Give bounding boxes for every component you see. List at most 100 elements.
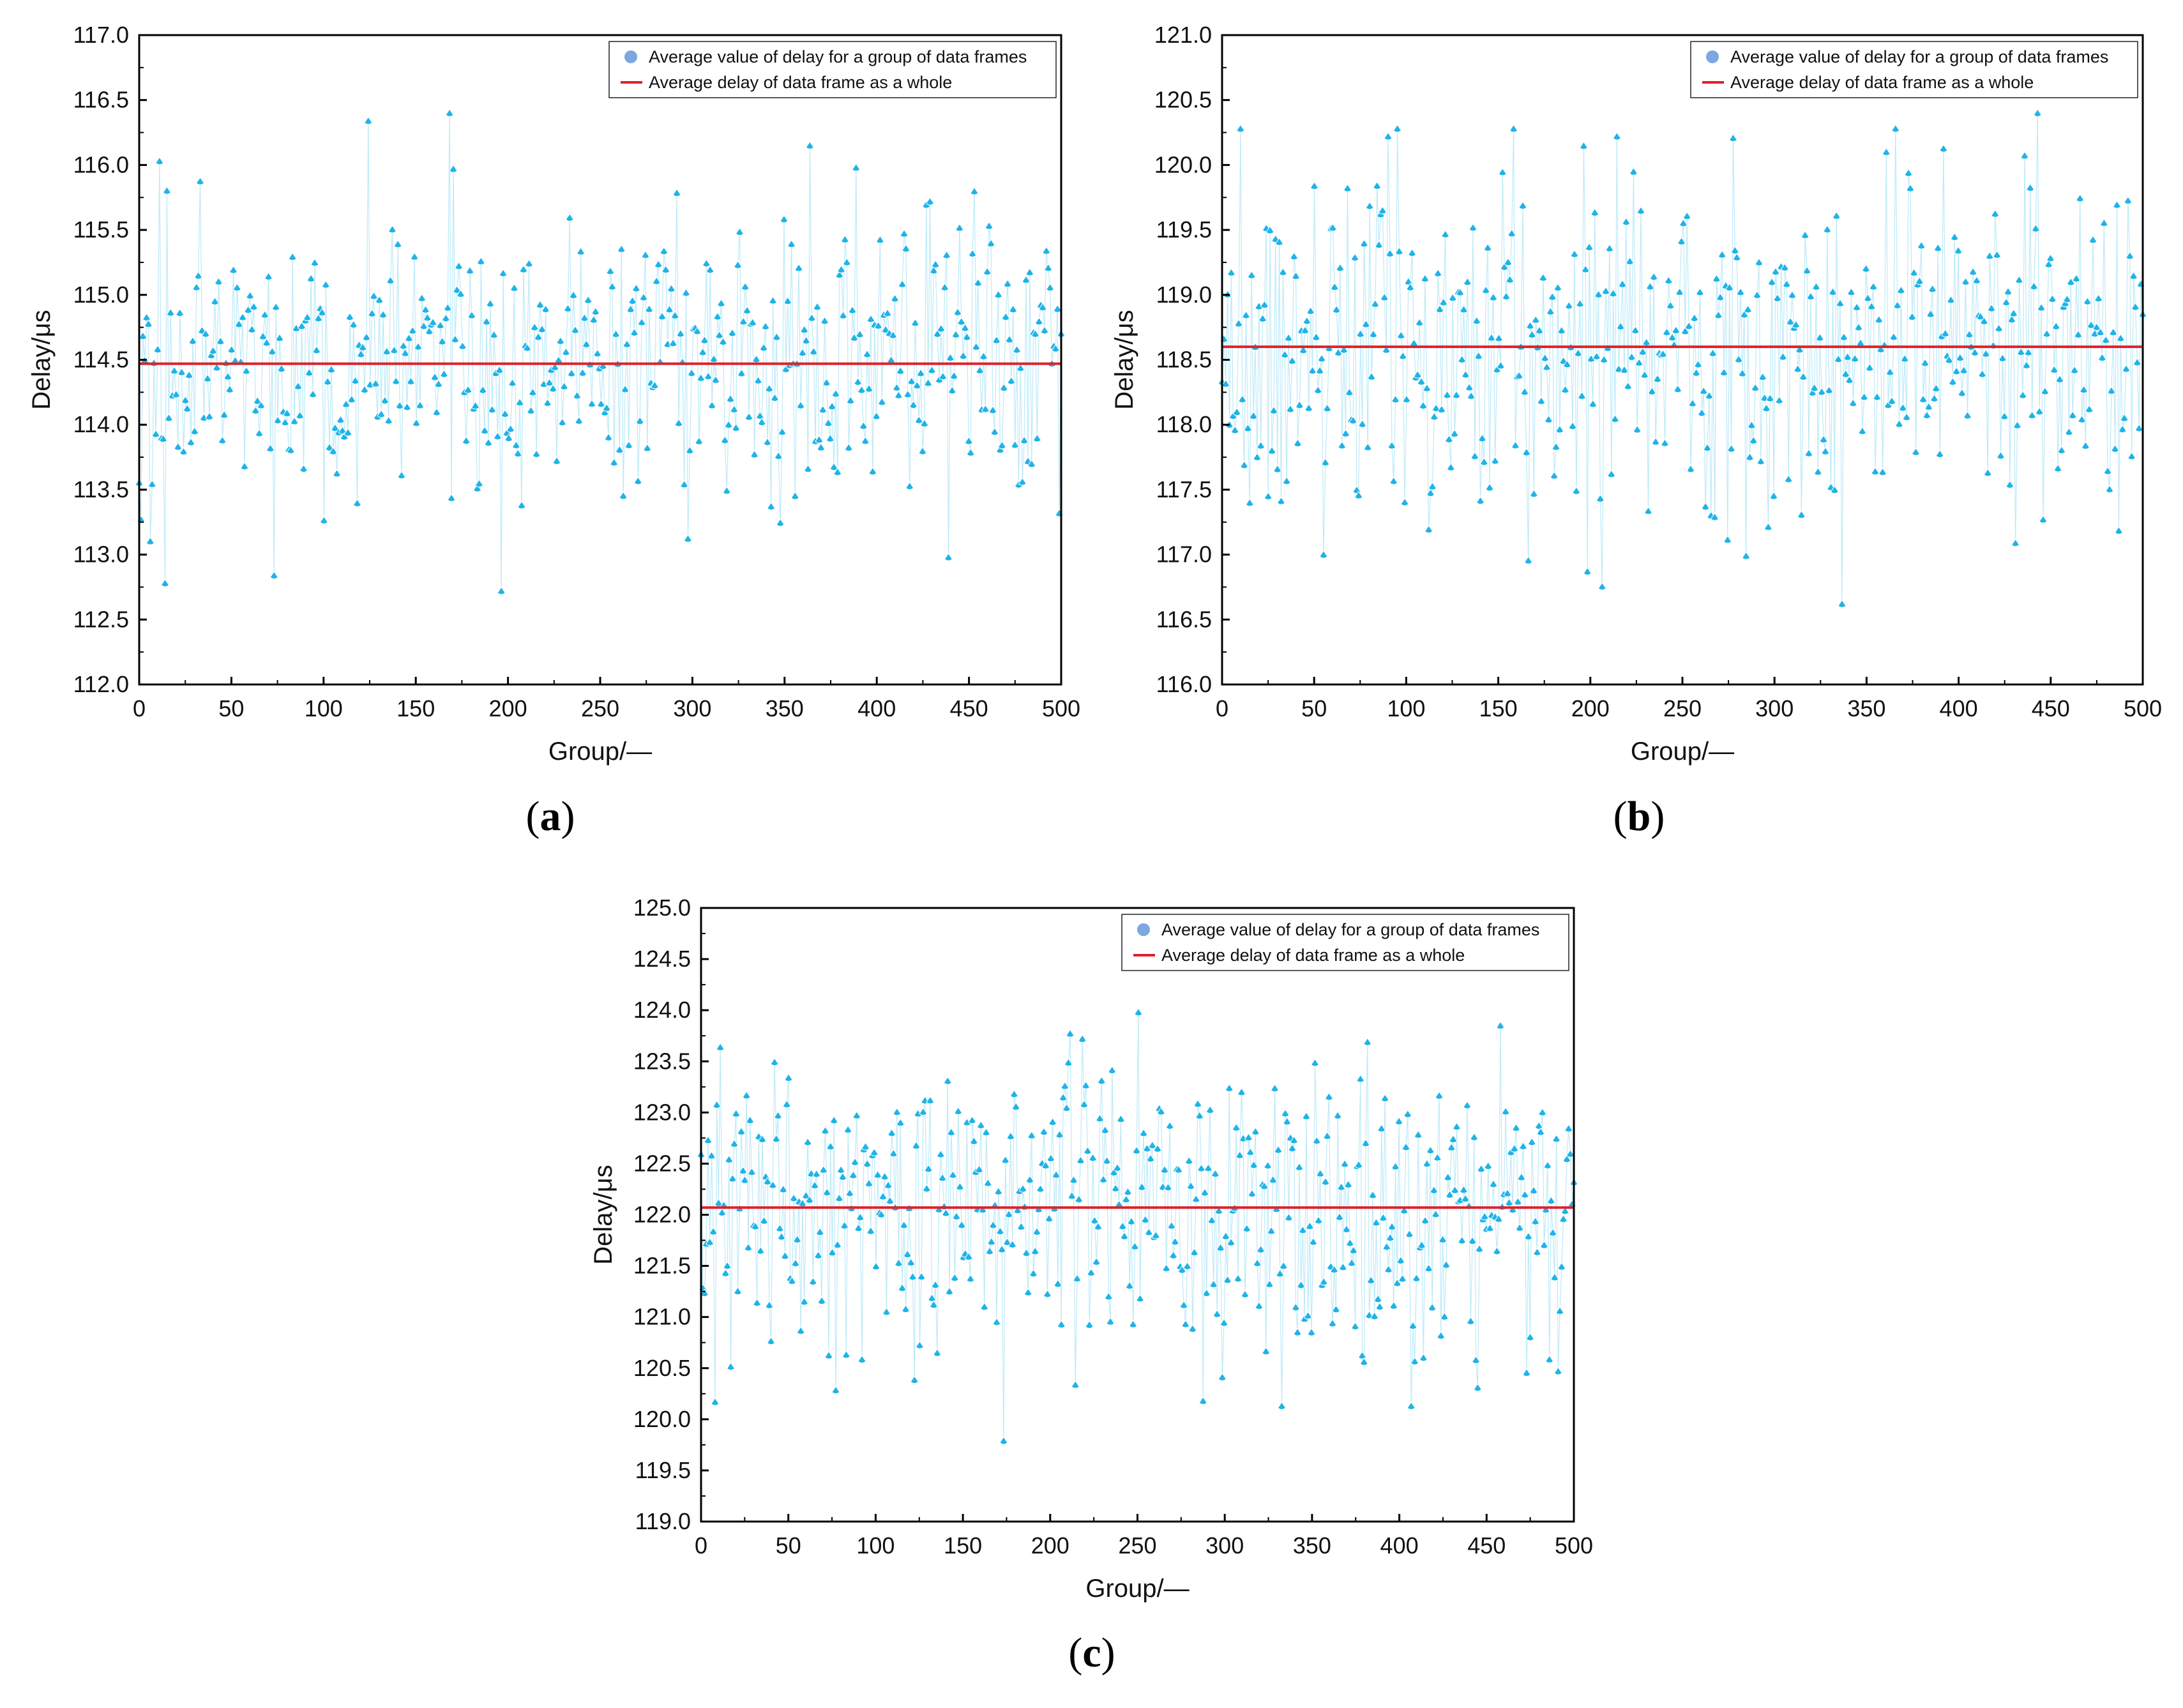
- legend: Average value of delay for a group of da…: [609, 42, 1056, 98]
- x-tick-label: 200: [1031, 1532, 1069, 1559]
- y-tick-label: 115.5: [73, 216, 129, 243]
- x-tick-label: 200: [1571, 695, 1610, 722]
- legend-marker-label: Average value of delay for a group of da…: [649, 47, 1027, 66]
- x-tick-label: 250: [1663, 695, 1702, 722]
- x-tick-label: 150: [944, 1532, 982, 1559]
- y-tick-label: 123.0: [633, 1099, 691, 1125]
- y-tick-label: 124.5: [633, 946, 691, 972]
- y-tick-label: 121.0: [1154, 22, 1212, 48]
- x-tick-label: 400: [1940, 695, 1978, 722]
- y-tick-label: 116.0: [73, 151, 129, 178]
- y-tick-label: 116.5: [1156, 606, 1212, 632]
- x-tick-label: 500: [1042, 695, 1080, 722]
- y-tick-label: 120.0: [633, 1406, 691, 1432]
- x-tick-label: 50: [1301, 695, 1327, 722]
- y-tick-label: 114.5: [73, 347, 129, 373]
- caption-close-paren: ): [561, 793, 575, 840]
- caption-open-paren: (: [1613, 793, 1628, 840]
- caption-open-paren: (: [526, 793, 540, 840]
- y-tick-label: 117.0: [73, 22, 129, 48]
- x-tick-label: 0: [695, 1532, 707, 1559]
- y-tick-label: 120.0: [1154, 151, 1212, 178]
- y-tick-label: 123.5: [633, 1048, 691, 1074]
- chart-b: 0 50 100 150 200 250 300 350 400 450 500 116.0 116.5…: [1091, 0, 2183, 856]
- chart-panel-c: 0 50 100 150 200 250 300 350 400 450 500 119.0 119.5…: [562, 875, 1622, 1705]
- legend-marker-label: Average value of delay for a group of da…: [1161, 920, 1539, 939]
- legend-marker-icon: [1706, 50, 1719, 63]
- x-tick-label: 350: [1847, 695, 1885, 722]
- x-tick-label: 300: [1205, 1532, 1244, 1559]
- y-tick-label: 118.5: [1156, 347, 1212, 373]
- caption-close-paren: ): [1650, 793, 1665, 840]
- x-axis-title: Group/—: [548, 737, 652, 766]
- x-tick-label: 350: [1293, 1532, 1331, 1559]
- legend: Average value of delay for a group of da…: [1691, 42, 2138, 98]
- y-tick-label: 118.0: [1156, 411, 1212, 437]
- x-tick-label: 200: [489, 695, 527, 722]
- x-tick-label: 0: [1216, 695, 1228, 722]
- y-tick-label: 117.5: [1156, 476, 1212, 503]
- plot-area: [139, 35, 1061, 684]
- y-tick-label: 116.0: [1156, 671, 1212, 697]
- y-tick-label: 124.0: [633, 997, 691, 1023]
- x-axis-title: Group/—: [1085, 1575, 1189, 1603]
- legend-marker-icon: [624, 50, 637, 63]
- x-tick-label: 450: [1467, 1532, 1506, 1559]
- chart-a: 0 50 100 150 200 250 300 350 400 450 500 112.0 112.5…: [0, 0, 1091, 856]
- caption-close-paren: ): [1101, 1629, 1115, 1676]
- x-tick-label: 400: [1380, 1532, 1419, 1559]
- y-tick-label: 119.0: [1156, 282, 1212, 308]
- x-tick-label: 100: [856, 1532, 895, 1559]
- legend: Average value of delay for a group of da…: [1122, 914, 1569, 971]
- y-tick-label: 112.0: [73, 671, 129, 697]
- x-tick-label: 0: [133, 695, 146, 722]
- x-axis-title: Group/—: [1631, 737, 1734, 766]
- x-tick-label: 350: [766, 695, 804, 722]
- x-tick-label: 150: [397, 695, 435, 722]
- x-tick-label: 250: [581, 695, 619, 722]
- x-tick-label: 100: [1387, 695, 1425, 722]
- y-tick-label: 121.5: [633, 1253, 691, 1279]
- y-tick-label: 112.5: [73, 606, 129, 632]
- y-tick-label: 119.5: [1156, 216, 1212, 243]
- panel-caption: (b): [1613, 793, 1665, 840]
- x-tick-label: 400: [857, 695, 896, 722]
- x-tick-label: 250: [1118, 1532, 1156, 1559]
- y-tick-label: 116.5: [73, 87, 129, 113]
- x-tick-label: 150: [1479, 695, 1518, 722]
- panel-caption: (a): [526, 793, 575, 840]
- legend-line-label: Average delay of data frame as a whole: [1161, 946, 1465, 965]
- y-tick-label: 117.0: [1156, 541, 1212, 568]
- x-tick-label: 300: [673, 695, 711, 722]
- caption-letter: b: [1628, 793, 1651, 840]
- y-axis-title: Delay/μs: [1110, 310, 1138, 409]
- chart-panel-a: 0 50 100 150 200 250 300 350 400 450 500 112.0 112.5…: [0, 0, 1091, 856]
- x-tick-label: 500: [1555, 1532, 1593, 1559]
- legend-line-label: Average delay of data frame as a whole: [649, 73, 952, 92]
- y-tick-label: 120.5: [633, 1355, 691, 1381]
- y-tick-label: 115.0: [73, 282, 129, 308]
- y-axis-title: Delay/μs: [27, 310, 56, 409]
- y-axis-title: Delay/μs: [589, 1165, 617, 1264]
- legend-line-label: Average delay of data frame as a whole: [1730, 73, 2034, 92]
- y-tick-label: 119.5: [635, 1457, 691, 1483]
- chart-c: 0 50 100 150 200 250 300 350 400 450 500 119.0 119.5…: [562, 875, 1622, 1705]
- x-tick-label: 450: [950, 695, 988, 722]
- x-tick-label: 50: [218, 695, 244, 722]
- y-tick-label: 114.0: [73, 411, 129, 437]
- y-tick-label: 125.0: [633, 895, 691, 921]
- caption-letter: a: [540, 793, 561, 840]
- x-tick-label: 300: [1755, 695, 1794, 722]
- panel-caption: (c): [1068, 1629, 1115, 1676]
- x-tick-label: 50: [776, 1532, 801, 1559]
- y-tick-label: 119.0: [635, 1508, 691, 1534]
- x-tick-label: 450: [2032, 695, 2070, 722]
- chart-panel-b: 0 50 100 150 200 250 300 350 400 450 500 116.0 116.5…: [1091, 0, 2183, 856]
- caption-open-paren: (: [1068, 1629, 1082, 1676]
- y-tick-label: 113.0: [73, 541, 129, 568]
- y-tick-label: 120.5: [1154, 87, 1212, 113]
- caption-letter: c: [1082, 1629, 1101, 1676]
- x-tick-label: 500: [2124, 695, 2162, 722]
- x-tick-label: 100: [305, 695, 343, 722]
- y-tick-label: 121.0: [633, 1304, 691, 1330]
